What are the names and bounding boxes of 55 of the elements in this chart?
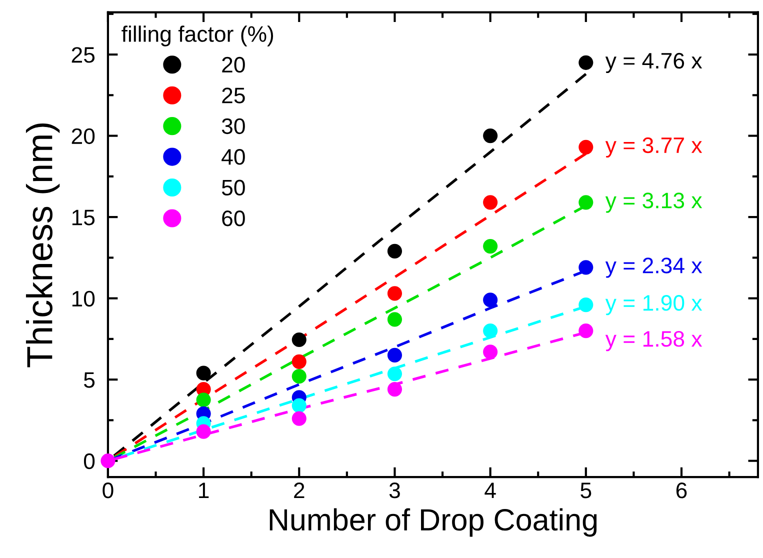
annotation: y = 3.77 x bbox=[605, 137, 702, 158]
point bbox=[578, 260, 594, 275]
point bbox=[387, 244, 402, 258]
point bbox=[578, 324, 594, 338]
y-tick-label: 20 bbox=[72, 128, 95, 144]
legend-title: filling factor (%) bbox=[122, 26, 274, 46]
point bbox=[100, 454, 116, 468]
y-axis-title: Thickness (nm) bbox=[26, 124, 60, 368]
x-axis-title: Number of Drop Coating bbox=[270, 508, 597, 537]
x-tick-label: 6 bbox=[676, 482, 687, 498]
point bbox=[387, 312, 402, 327]
point bbox=[578, 55, 594, 70]
legend-label: 60 bbox=[222, 210, 245, 226]
y-tick-label: 0 bbox=[84, 453, 95, 470]
legend-label: 50 bbox=[222, 180, 245, 196]
x-tick-label: 3 bbox=[389, 482, 400, 498]
point bbox=[578, 140, 594, 154]
point bbox=[578, 195, 594, 210]
point bbox=[578, 298, 594, 312]
x-tick-label: 4 bbox=[484, 482, 496, 498]
legend-label: 40 bbox=[222, 149, 245, 165]
point bbox=[292, 354, 306, 369]
point bbox=[483, 128, 498, 144]
x-tick-label: 1 bbox=[199, 482, 209, 498]
point bbox=[483, 292, 498, 308]
point bbox=[483, 324, 498, 338]
y-tick-label: 25 bbox=[72, 47, 95, 63]
y-tick-label: 5 bbox=[84, 372, 95, 388]
legend-label: 25 bbox=[222, 88, 245, 104]
y-tick-label: 15 bbox=[72, 210, 95, 226]
point bbox=[483, 239, 498, 254]
legend-label: 30 bbox=[222, 118, 245, 134]
annotation: y = 1.58 x bbox=[605, 331, 702, 352]
point bbox=[292, 411, 306, 426]
x-tick-label: 0 bbox=[102, 482, 114, 498]
annotation: y = 3.13 x bbox=[605, 192, 702, 213]
legend-label: 20 bbox=[222, 56, 245, 73]
point bbox=[196, 366, 211, 380]
point bbox=[292, 398, 306, 413]
point bbox=[387, 382, 402, 397]
annotation: y = 1.90 x bbox=[605, 295, 702, 316]
point bbox=[387, 366, 402, 382]
x-tick-label: 5 bbox=[580, 482, 592, 498]
point bbox=[387, 348, 402, 362]
annotation: y = 2.34 x bbox=[605, 258, 702, 278]
point bbox=[292, 369, 306, 384]
point bbox=[196, 392, 211, 408]
point bbox=[483, 195, 498, 210]
point bbox=[292, 332, 306, 348]
point bbox=[196, 424, 211, 439]
y-tick-label: 10 bbox=[72, 290, 95, 307]
point bbox=[387, 286, 402, 301]
x-tick-label: 2 bbox=[294, 482, 304, 498]
point bbox=[483, 344, 498, 360]
annotation: y = 4.76 x bbox=[605, 52, 702, 74]
